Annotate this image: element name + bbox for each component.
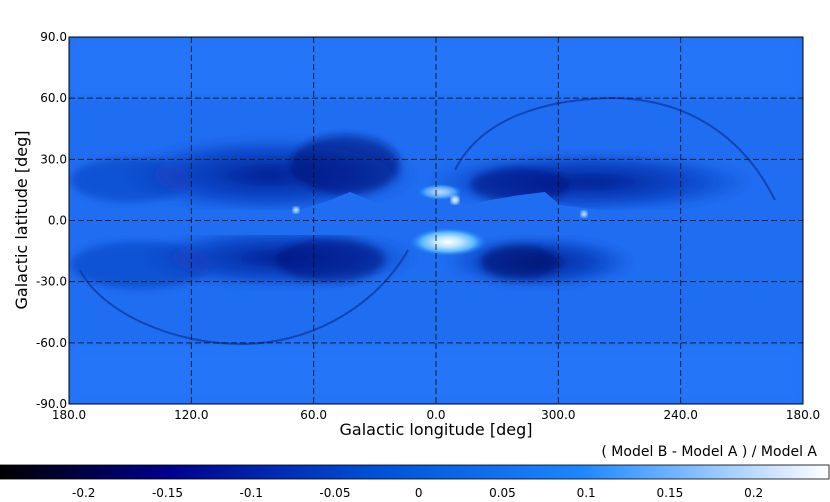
- plot-frame: [68, 36, 804, 405]
- y-tick-label: 60.0: [40, 91, 67, 105]
- colorbar-tick-label: -0.2: [72, 486, 95, 500]
- colorbar-tick-label: -0.05: [319, 486, 350, 500]
- x-tick-label: 300.0: [541, 408, 575, 422]
- x-tick-label: 60.0: [300, 408, 327, 422]
- x-tick-label: 0.0: [426, 408, 445, 422]
- heatmap-area: [69, 37, 803, 404]
- x-tick-label: 180.0: [786, 408, 820, 422]
- colorbar-tick-label: -0.15: [152, 486, 183, 500]
- colorbar-tick-label: -0.1: [240, 486, 263, 500]
- y-axis-label: Galactic latitude [deg]: [12, 131, 31, 310]
- colorbar: [0, 464, 830, 480]
- x-tick-label: 120.0: [174, 408, 208, 422]
- bright-spot: [451, 196, 459, 204]
- y-tick-label: 30.0: [40, 152, 67, 166]
- x-axis-label: Galactic longitude [deg]: [340, 420, 533, 439]
- colorbar-tick-labels: -0.2 -0.15 -0.1 -0.05 0 0.05 0.1 0.15 0.2: [72, 486, 763, 500]
- colorbar-label: ( Model B - Model A ) / Model A: [601, 444, 817, 460]
- y-tick-label: -90.0: [36, 397, 67, 411]
- colorbar-tick-label: 0.05: [489, 486, 516, 500]
- southern-deficit-region: [70, 228, 635, 289]
- x-tick-label: 180.0: [52, 408, 86, 422]
- bright-spot: [581, 211, 587, 217]
- x-tick-labels: 180.0 120.0 60.0 0.0 300.0 240.0 180.0: [52, 408, 820, 422]
- plane-strip-edges: [300, 192, 600, 212]
- colorbar-tick-label: 0.15: [657, 486, 684, 500]
- colorbar-tick-label: 0.2: [744, 486, 763, 500]
- southern-loop-arc: [79, 249, 409, 346]
- y-tick-label: 0.0: [48, 214, 67, 228]
- grid-lines: [69, 37, 803, 404]
- northern-deficit-region: [70, 135, 755, 213]
- x-tick-label: 240.0: [663, 408, 697, 422]
- bright-spot: [293, 207, 299, 213]
- y-tick-label: -60.0: [36, 336, 67, 350]
- colorbar-tick-label: 0: [415, 486, 423, 500]
- galactic-center-excess-north: [418, 184, 462, 200]
- y-tick-labels: 90.0 60.0 30.0 0.0 -30.0 -60.0 -90.0: [36, 30, 67, 411]
- y-tick-label: 90.0: [40, 30, 67, 44]
- colorbar-tick-label: 0.1: [577, 486, 596, 500]
- y-tick-label: -30.0: [36, 275, 67, 289]
- galactic-center-excess: [410, 228, 486, 256]
